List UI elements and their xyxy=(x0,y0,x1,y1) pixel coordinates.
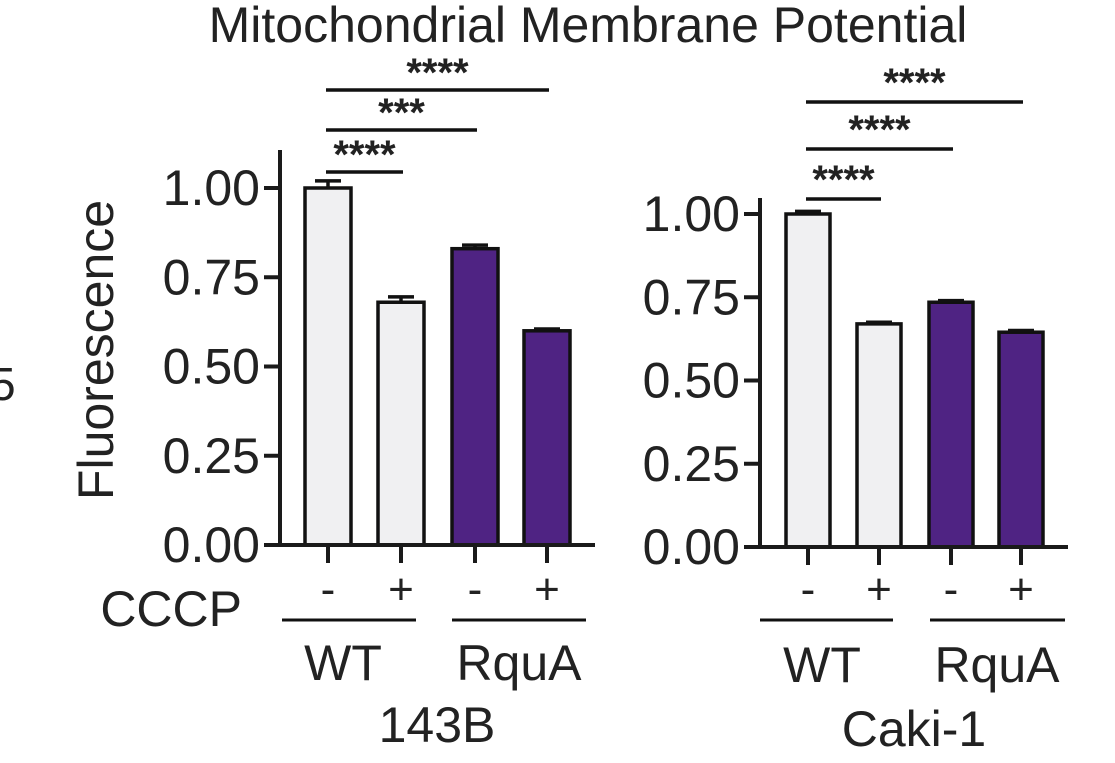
cccp-sign: + xyxy=(534,565,560,614)
y-tick-label: 1.00 xyxy=(163,160,260,216)
bar xyxy=(522,329,572,547)
error-bar xyxy=(1008,328,1034,333)
panel-143b: 0.000.250.500.751.00- + - +WT RquA143B******… xyxy=(163,51,595,753)
bar xyxy=(927,300,975,549)
cccp-sign: + xyxy=(1008,565,1034,614)
y-tick-label: 0.25 xyxy=(643,436,740,492)
panel-title: Caki-1 xyxy=(842,701,986,757)
error-bar xyxy=(866,320,892,324)
cccp-sign: + xyxy=(388,565,414,614)
y-axis-label: Fluorescence xyxy=(68,200,124,500)
edge-fragment: 5 xyxy=(0,358,16,410)
error-bar xyxy=(795,209,821,214)
cccp-sign: - xyxy=(468,565,483,614)
error-bar xyxy=(938,298,964,303)
cccp-sign: - xyxy=(944,565,959,614)
y-tick-label: 0.00 xyxy=(163,517,260,573)
y-tick-label: 0.00 xyxy=(643,519,740,575)
bar xyxy=(303,186,353,547)
bar xyxy=(784,212,832,549)
y-tick-label: 0.75 xyxy=(643,269,740,325)
significance-label: **** xyxy=(812,158,875,202)
group-label: WT xyxy=(304,635,382,691)
group-label: WT xyxy=(783,637,861,693)
significance-label: *** xyxy=(378,91,425,135)
bar xyxy=(855,322,903,549)
chart-title: Mitochondrial Membrane Potential xyxy=(209,0,968,53)
y-tick-label: 0.75 xyxy=(163,249,260,305)
significance-label: **** xyxy=(848,108,911,152)
panel-title: 143B xyxy=(379,697,496,753)
significance-label: **** xyxy=(333,133,396,177)
bar xyxy=(997,330,1045,549)
error-bar xyxy=(462,243,488,249)
error-bar xyxy=(315,179,341,188)
significance-label: **** xyxy=(883,61,946,105)
group-label: RquA xyxy=(456,635,582,691)
panel-caki-1: 0.000.250.500.751.00- + - +WT RquACaki-1****… xyxy=(643,61,1068,757)
y-tick-label: 1.00 xyxy=(643,186,740,242)
y-tick-label: 0.25 xyxy=(163,428,260,484)
error-bar xyxy=(534,327,560,331)
cccp-sign: - xyxy=(321,565,336,614)
group-label: RquA xyxy=(934,637,1060,693)
bar xyxy=(450,246,500,547)
y-tick-label: 0.50 xyxy=(643,353,740,409)
bar xyxy=(376,300,426,547)
cccp-sign: + xyxy=(866,565,892,614)
error-bar xyxy=(388,295,414,303)
significance-label: **** xyxy=(406,51,469,95)
cccp-row-label: CCCP xyxy=(100,581,242,637)
cccp-sign: - xyxy=(801,565,816,614)
y-tick-label: 0.50 xyxy=(163,339,260,395)
